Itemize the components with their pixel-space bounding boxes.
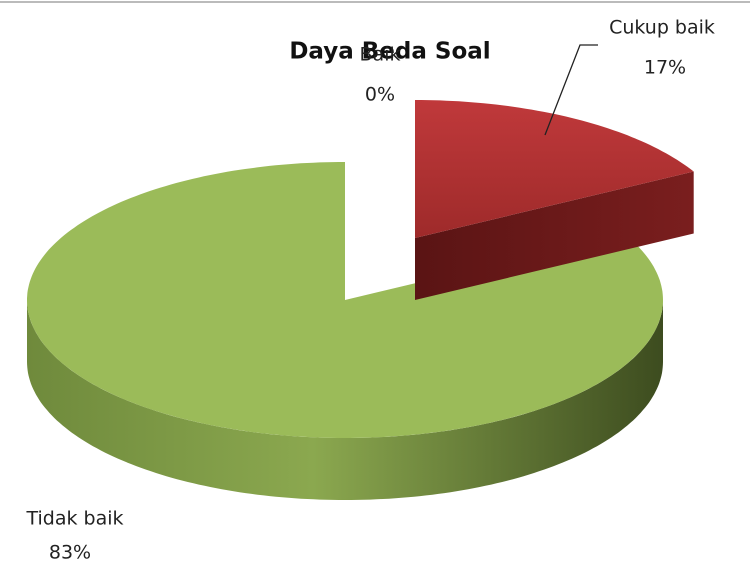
slice-label: Tidak baik xyxy=(25,508,123,530)
slice-label: Cukup baik xyxy=(609,17,715,39)
slice xyxy=(27,162,663,438)
slice-value-label: 83% xyxy=(49,542,91,564)
slice-side xyxy=(27,300,663,500)
pie xyxy=(27,100,694,500)
slice-value-label: 0% xyxy=(365,84,395,106)
slice xyxy=(415,100,694,238)
slice-label: Baik xyxy=(360,44,401,66)
data-labels: Tidak baik 83% Cukup baik 17% Baik 0% xyxy=(25,17,714,564)
leader-line xyxy=(544,44,598,136)
slice-side xyxy=(415,171,694,300)
slice-value-label: 17% xyxy=(644,57,686,79)
chart-title: Daya Beda Soal xyxy=(289,39,490,65)
